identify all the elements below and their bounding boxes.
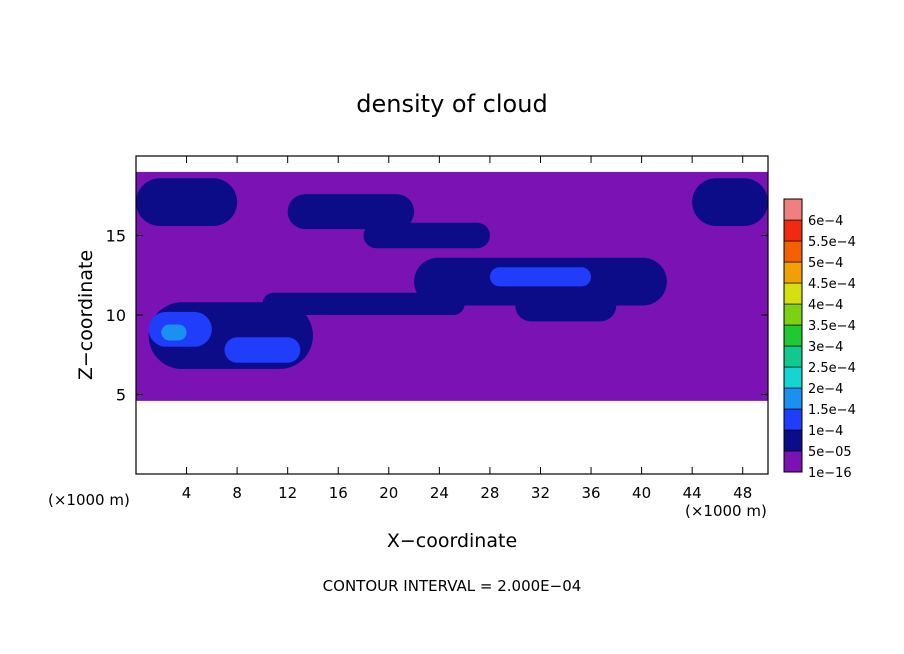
chart-title: density of cloud: [356, 90, 547, 118]
x-tick-label: 24: [430, 484, 449, 502]
colorbar-swatch: [783, 387, 803, 410]
x-unit-right: (×1000 m): [685, 502, 767, 520]
colorbar-label: 1e−4: [808, 424, 843, 439]
colorbar-label: 4.5e−4: [808, 277, 856, 292]
y-tick-label: 10: [106, 306, 126, 325]
colorbar-frame: [783, 198, 803, 473]
colorbar-label: 3.5e−4: [808, 319, 856, 334]
contour-region-4: [363, 222, 490, 249]
colorbar-label: 2e−4: [808, 382, 843, 397]
x-tick-label: 36: [581, 484, 600, 502]
colorbar-swatch: [783, 282, 803, 305]
contour-region-6: [262, 292, 465, 315]
x-unit-left: (×1000 m): [48, 491, 130, 509]
x-axis-label: X−coordinate: [387, 530, 517, 552]
colorbar-label: 3e−4: [808, 340, 843, 355]
colorbar-label: 5e−4: [808, 256, 843, 271]
colorbar-label: 2.5e−4: [808, 361, 856, 376]
contour-region-2: [692, 178, 768, 226]
colorbar-swatch: [783, 366, 803, 389]
x-tick-label: 12: [278, 484, 297, 502]
contour-region-1: [136, 178, 238, 226]
contour-region-10: [224, 337, 301, 363]
contour-region-7: [515, 289, 617, 322]
colorbar-swatch: [783, 429, 803, 452]
x-tick-label: 32: [531, 484, 550, 502]
contour-interval-note: CONTOUR INTERVAL = 2.000E−04: [323, 577, 582, 595]
x-tick-label: 8: [232, 484, 242, 502]
x-axis-ticks: 4 8 12 16 20 24 28 32 36 40 44 48: [182, 156, 752, 502]
colorbar-label: 5e−05: [808, 445, 852, 460]
colorbar-swatch: [783, 324, 803, 347]
colorbar-label: 5.5e−4: [808, 235, 856, 250]
contour-fill-layer: [136, 171, 768, 401]
colorbar-label: 1.5e−4: [808, 403, 856, 418]
x-tick-label: 16: [329, 484, 348, 502]
x-tick-label: 48: [733, 484, 752, 502]
contour-region-11: [489, 267, 592, 287]
x-tick-label: 28: [480, 484, 499, 502]
colorbar-swatch: [783, 261, 803, 284]
colorbar-label: 4e−4: [808, 298, 843, 313]
x-tick-label: 40: [632, 484, 651, 502]
x-tick-label: 20: [379, 484, 398, 502]
y-tick-label: 5: [116, 386, 126, 405]
colorbar-label: 6e−4: [808, 214, 843, 229]
y-axis-ticks: 5 10 15: [106, 227, 768, 405]
colorbar-swatch: [783, 450, 803, 473]
colorbar-label: 1e−16: [808, 466, 852, 481]
colorbar-swatch: [783, 408, 803, 431]
colorbar-swatch: [783, 198, 803, 221]
contour-region-12: [161, 324, 187, 341]
colorbar-legend: 1e−16 5e−05 1e−4 1.5e−4 2e−4 2.5e−4 3e−4 3.5e−4…: [783, 198, 856, 481]
colorbar-swatch: [783, 303, 803, 326]
y-axis-label: Z−coordinate: [75, 250, 97, 380]
colorbar-swatch: [783, 219, 803, 242]
x-tick-label: 4: [182, 484, 192, 502]
colorbar-swatch: [783, 240, 803, 263]
x-tick-label: 44: [683, 484, 702, 502]
y-tick-label: 15: [106, 227, 126, 246]
contour-region-3: [287, 194, 415, 230]
colorbar-swatch: [783, 345, 803, 368]
